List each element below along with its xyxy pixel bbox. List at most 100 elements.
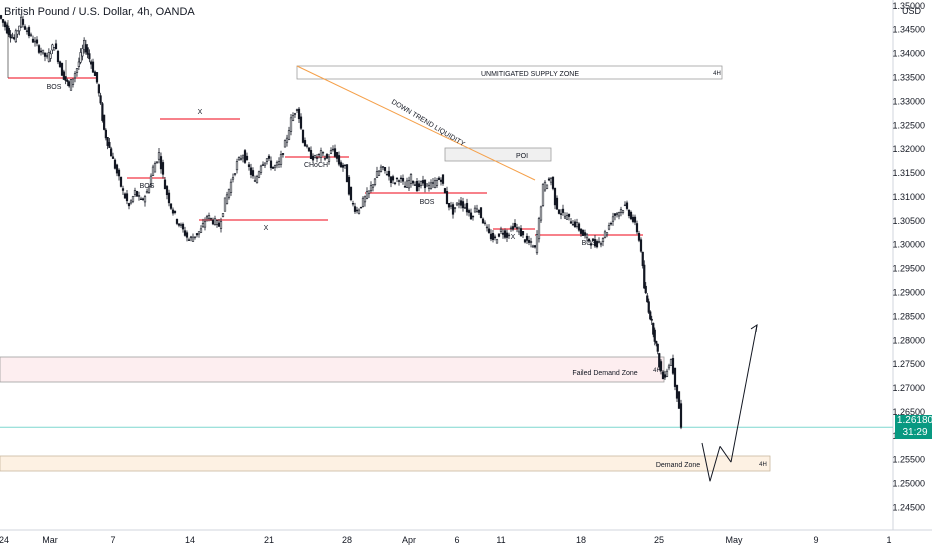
x-tick-label: 21 <box>264 535 274 545</box>
candle-body <box>97 84 100 94</box>
candle-body <box>465 203 469 213</box>
candle-body <box>567 213 571 217</box>
candle-body <box>203 221 207 228</box>
candle-body <box>361 197 365 207</box>
candle-body <box>83 39 86 50</box>
candle-body <box>513 223 517 228</box>
y-tick-label: 1.29000 <box>892 287 925 297</box>
candle-body <box>273 165 277 168</box>
y-tick-label: 1.34000 <box>892 49 925 59</box>
candle-body <box>327 156 331 162</box>
candle-body <box>661 371 665 380</box>
candle-body <box>421 180 425 184</box>
candle-body <box>621 210 625 213</box>
candle-body <box>165 186 169 196</box>
candle-body <box>447 202 451 208</box>
candle-body <box>71 78 75 85</box>
candle-body <box>319 150 323 158</box>
candle-body <box>581 230 585 236</box>
candle-body <box>155 161 159 163</box>
candle-body <box>553 187 557 206</box>
candle-body <box>5 24 9 34</box>
candle-body <box>0 15 3 19</box>
candle-body <box>293 113 297 115</box>
candle-body <box>507 234 511 237</box>
candle-body <box>529 241 533 244</box>
candle-body <box>369 185 373 192</box>
y-tick-label: 1.26500 <box>892 407 925 417</box>
candle-body <box>679 403 683 428</box>
candle-body <box>197 231 201 235</box>
candle-body <box>60 63 64 76</box>
candle-body <box>207 215 211 219</box>
candle-body <box>335 152 339 159</box>
candle-body <box>485 226 489 229</box>
candle-body <box>437 177 441 180</box>
candle-body <box>68 81 71 87</box>
y-tick-label: 1.28000 <box>892 335 925 345</box>
candle-body <box>459 200 463 206</box>
candle-body <box>171 209 175 214</box>
candle-body <box>650 318 653 321</box>
chart-title: British Pound / U.S. Dollar, 4h, OANDA <box>4 6 195 18</box>
candle-body <box>431 182 435 184</box>
candle-body <box>461 201 465 209</box>
candle-body <box>357 209 361 214</box>
candle-body <box>62 71 65 80</box>
candle-body <box>149 175 153 187</box>
candle-body <box>555 197 559 210</box>
candle-body <box>239 158 243 160</box>
candle-body <box>665 370 669 377</box>
candle-body <box>595 241 599 248</box>
candle-body <box>86 47 89 55</box>
candle-body <box>585 234 589 239</box>
candle-body <box>58 61 62 67</box>
candle-body <box>557 209 561 214</box>
x-tick-label: 24 <box>0 535 9 545</box>
x-tick-label: Apr <box>402 535 416 545</box>
y-tick-label: 1.32000 <box>892 144 925 154</box>
candle-body <box>575 221 579 227</box>
candle-body <box>199 228 203 233</box>
candle-body <box>16 30 19 35</box>
candle-body <box>73 73 77 79</box>
candle-body <box>231 177 235 180</box>
annotation-label: BOS <box>47 84 62 91</box>
candle-body <box>487 228 491 233</box>
candle-body <box>671 358 675 374</box>
candle-body <box>135 191 139 197</box>
candle-body <box>283 140 287 148</box>
candle-body <box>53 47 56 51</box>
annotation-label: BOS <box>420 199 435 206</box>
candle-body <box>313 155 317 158</box>
candle-body <box>161 162 165 175</box>
candle-body <box>589 243 593 246</box>
candle-body <box>381 166 385 168</box>
candle-body <box>489 233 493 240</box>
candle-body <box>177 223 181 226</box>
candle-body <box>175 218 179 224</box>
candle-body <box>531 245 535 248</box>
candle-body <box>617 212 621 217</box>
candle-body <box>545 184 549 190</box>
candle-body <box>521 231 525 236</box>
candle-body <box>54 43 58 49</box>
candle-body <box>423 179 427 189</box>
candle-body <box>307 147 311 152</box>
candle-body <box>157 152 161 160</box>
candle-body <box>615 213 619 215</box>
last-price-value: 1.26180 <box>896 415 932 426</box>
candle-body <box>103 114 106 130</box>
candle-body <box>281 153 285 155</box>
candle-body <box>647 301 650 313</box>
candle-body <box>599 243 603 246</box>
candle-body <box>385 173 389 176</box>
y-tick-label: 1.30500 <box>892 216 925 226</box>
candle-body <box>667 365 671 369</box>
candle-body <box>383 167 387 171</box>
annotation-label: X <box>264 225 269 232</box>
candle-body <box>449 205 453 207</box>
y-tick-label: 1.24500 <box>892 502 925 512</box>
